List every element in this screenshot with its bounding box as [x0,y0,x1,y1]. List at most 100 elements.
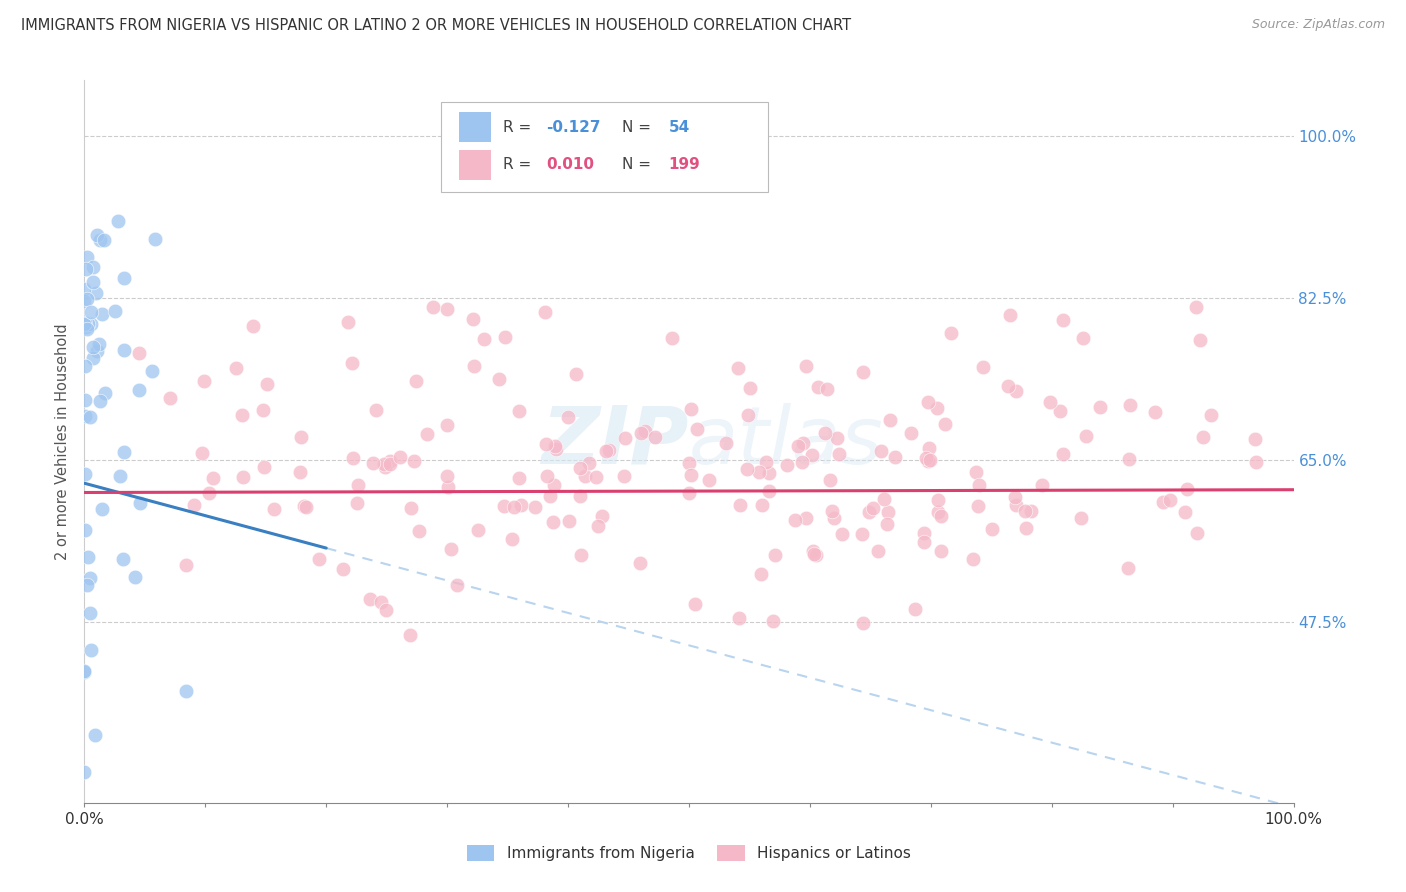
Text: IMMIGRANTS FROM NIGERIA VS HISPANIC OR LATINO 2 OR MORE VEHICLES IN HOUSEHOLD CO: IMMIGRANTS FROM NIGERIA VS HISPANIC OR L… [21,18,851,33]
Point [851,527,873,541]
Point [1015,521,1038,535]
Point [866,544,889,558]
Point [1031,477,1053,491]
Point [792,435,814,450]
Point [1004,499,1026,513]
Point [758,466,780,480]
Point [998,309,1021,323]
Point [980,522,1002,536]
Point [807,380,830,394]
Point [388,450,411,464]
Point [1005,384,1028,399]
Point [783,513,806,527]
Point [558,514,581,528]
Point [1185,525,1208,540]
Point [870,444,893,458]
Point [256,376,278,391]
Point [806,549,828,563]
Point [436,469,458,483]
Point [494,330,516,344]
Point [111,552,134,566]
Point [939,326,962,340]
Point [174,558,197,573]
Point [997,379,1019,393]
Bar [460,150,491,180]
Point [104,303,127,318]
Point [398,628,420,642]
Point [544,438,567,452]
Point [796,510,818,524]
Point [801,449,824,463]
Point [463,359,485,373]
Point [762,614,785,628]
Point [308,551,330,566]
Point [900,425,922,440]
Point [508,404,530,418]
Point [440,542,463,557]
Point [336,315,359,329]
Point [543,478,565,492]
Point [77,317,100,331]
Point [538,489,561,503]
Point [295,500,318,515]
Point [1090,401,1112,415]
Point [378,457,401,471]
Point [73,316,96,330]
Point [1174,505,1197,519]
Point [828,447,851,461]
Point [128,346,150,360]
Point [75,409,97,424]
Point [346,496,368,510]
Point [90,306,112,320]
Point [404,453,426,467]
Point [591,509,613,524]
Point [76,549,98,564]
Point [1188,333,1211,347]
Point [613,469,636,483]
Point [467,523,489,537]
Point [86,228,108,243]
Point [879,413,901,427]
Point [877,505,900,519]
Point [884,450,907,464]
Point [73,293,96,308]
Point [174,683,197,698]
Point [679,467,702,482]
Point [803,547,825,561]
Point [630,426,652,441]
Point [73,359,96,373]
Point [1191,429,1213,443]
Point [446,578,468,592]
Point [565,367,588,381]
Point [82,275,104,289]
Point [422,301,444,315]
Point [1199,409,1222,423]
Point [1118,451,1140,466]
Point [735,462,758,476]
Point [93,233,115,247]
Point [934,417,956,431]
Point [967,478,990,492]
Point [112,343,135,357]
Point [790,455,813,469]
Point [1052,313,1074,327]
Point [232,470,254,484]
Point [683,597,706,611]
Point [763,548,786,562]
Point [488,372,510,386]
Point [1244,455,1267,469]
Point [727,361,749,376]
Point [728,498,751,512]
Point [76,251,98,265]
Point [801,544,824,558]
Point [967,499,990,513]
Point [399,500,422,515]
Text: R =: R = [503,157,536,172]
Point [1004,491,1026,505]
Legend: Immigrants from Nigeria, Hispanics or Latinos: Immigrants from Nigeria, Hispanics or La… [461,838,917,867]
Point [290,430,312,444]
Point [405,374,427,388]
Point [82,351,104,365]
Point [436,417,458,432]
Point [90,501,112,516]
